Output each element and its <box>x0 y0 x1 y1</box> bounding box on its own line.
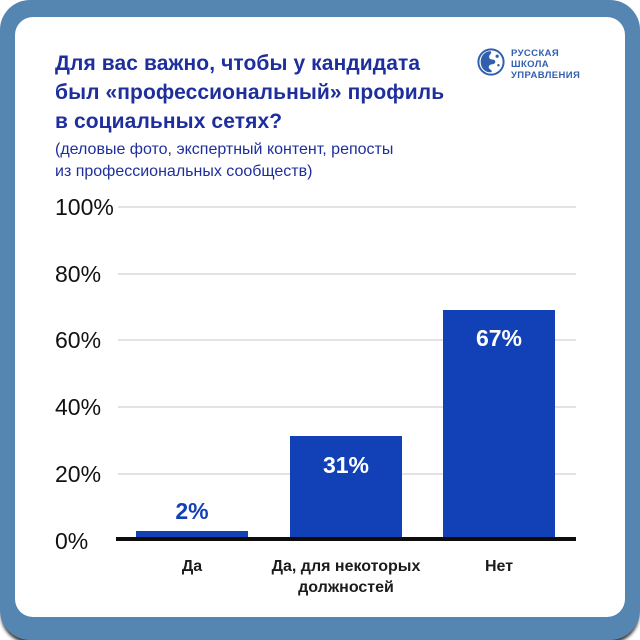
chart-subtitle: (деловые фото, экспертный контент, репос… <box>55 139 475 183</box>
gridline-40 <box>118 406 576 408</box>
logo-text: РУССКАЯ ШКОЛА УПРАВЛЕНИЯ <box>511 48 580 81</box>
category-label-no: Нет <box>484 558 514 575</box>
bar-yes <box>136 531 248 539</box>
y-tick-label: 20% <box>55 461 102 487</box>
logo-line: РУССКАЯ <box>511 48 560 59</box>
chart-title: Для вас важно, чтобы у кандидата был «пр… <box>55 49 455 136</box>
logo-line: УПРАВЛЕНИЯ <box>511 70 581 81</box>
y-tick-label: 100% <box>55 194 114 220</box>
y-tick-label: 80% <box>55 261 102 287</box>
y-tick-label: 60% <box>55 327 102 353</box>
bar-value-label: 2% <box>175 498 209 524</box>
title-line: Для вас важно, чтобы у кандидата <box>55 52 421 75</box>
category-label-yes-for-some-positions: Да, для некоторых должностей <box>271 558 421 596</box>
logo-line: ШКОЛА <box>511 59 550 70</box>
infographic-card: Для вас важно, чтобы у кандидата был «пр… <box>15 17 625 617</box>
gridline-80 <box>118 273 576 275</box>
bar-value-label: 67% <box>475 325 523 351</box>
rsu-logo: РУССКАЯ ШКОЛА УПРАВЛЕНИЯ <box>477 48 580 81</box>
x-axis-line <box>116 537 576 541</box>
title-line: в социальных сетях? <box>55 110 283 133</box>
title-line: был «профессиональный» профиль <box>55 81 445 104</box>
subtitle-line: (деловые фото, экспертный контент, репос… <box>55 141 394 158</box>
bar-no <box>443 310 555 539</box>
y-tick-label: 0% <box>55 528 89 554</box>
globe-icon <box>477 48 505 81</box>
gridline-60 <box>118 339 576 341</box>
bar-yes-for-some-positions <box>290 436 402 539</box>
category-label-yes: Да <box>181 558 203 575</box>
gridline-100 <box>118 206 576 208</box>
subtitle-line: из профессиональных сообществ) <box>55 163 313 180</box>
bar-value-label: 31% <box>322 452 370 478</box>
y-tick-label: 40% <box>55 394 102 420</box>
